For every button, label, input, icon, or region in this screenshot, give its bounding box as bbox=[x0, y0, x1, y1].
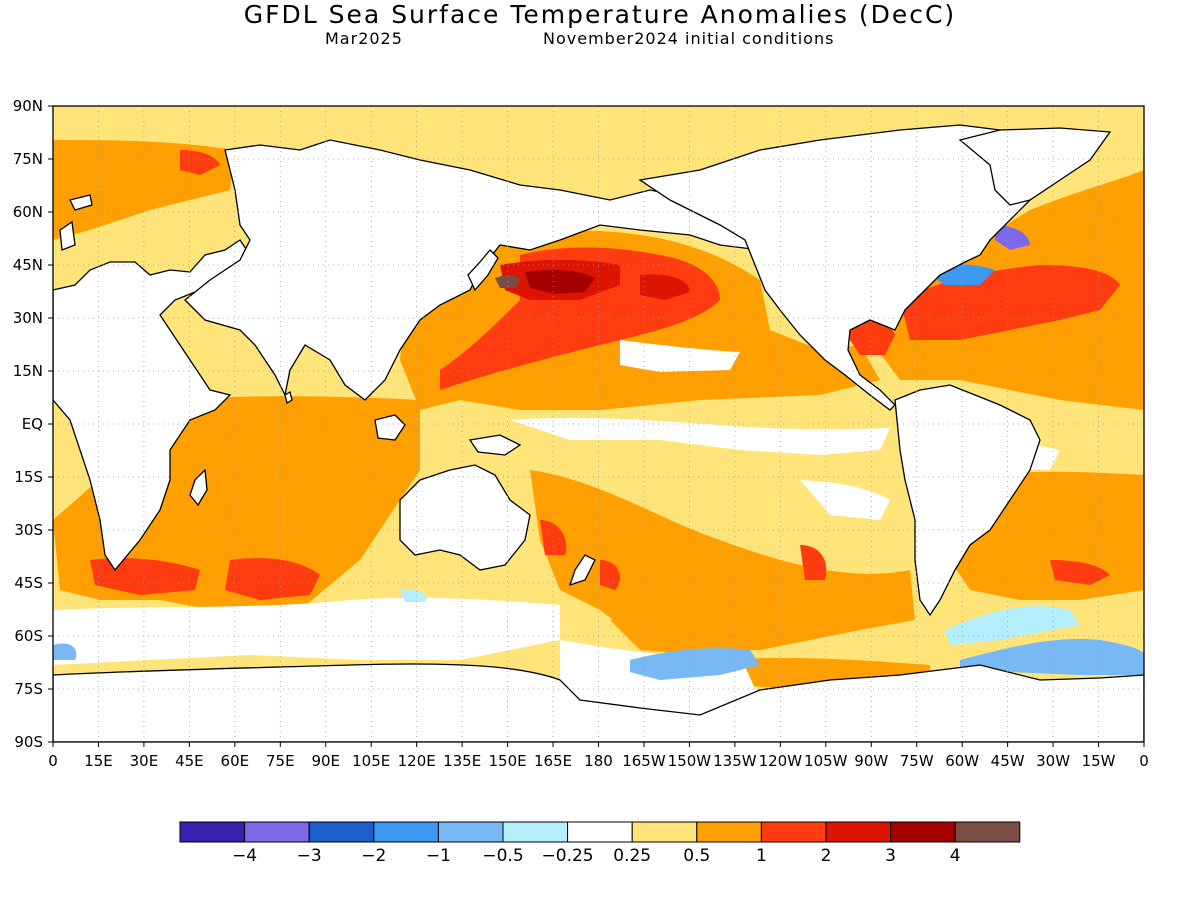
new-zealand bbox=[568, 554, 596, 587]
colorbar-swatch bbox=[954, 821, 1021, 843]
colorbar-labels: −4 −3 −2 −1 −0.5 −0.25 0.25 0.5 1 2 3 4 bbox=[232, 846, 961, 866]
antarctica bbox=[53, 663, 1144, 742]
longitude-label: 75W bbox=[900, 752, 934, 770]
map-title: GFDL Sea Surface Temperature Anomalies (… bbox=[243, 0, 957, 29]
longitude-label: 150E bbox=[489, 752, 527, 770]
colorbar-tick-label: 0.5 bbox=[683, 846, 710, 866]
colorbar-swatch bbox=[760, 821, 827, 843]
colorbar-swatch bbox=[631, 821, 698, 843]
longitude-label: 105W bbox=[804, 752, 848, 770]
longitude-label: 165W bbox=[622, 752, 666, 770]
longitude-label: 0 bbox=[48, 752, 58, 770]
colorbar-tick-label: −0.5 bbox=[482, 846, 523, 866]
latitude-label: 90S bbox=[14, 733, 43, 751]
colorbar-swatch bbox=[437, 821, 504, 843]
latitude-label: 75S bbox=[14, 680, 43, 698]
colorbar-tick-label: −0.25 bbox=[542, 846, 594, 866]
longitude-label: 30W bbox=[1036, 752, 1070, 770]
longitude-label: 90E bbox=[311, 752, 340, 770]
latitude-label: 60N bbox=[13, 203, 43, 221]
longitude-label: 30E bbox=[130, 752, 159, 770]
latitude-label: 45S bbox=[14, 574, 43, 592]
colorbar-tick-label: 4 bbox=[950, 846, 961, 866]
longitude-label: 150W bbox=[668, 752, 712, 770]
indonesia-newguinea bbox=[468, 434, 522, 456]
initial-conditions: November2024 initial conditions bbox=[543, 29, 835, 48]
iceland bbox=[69, 194, 93, 211]
longitude-label: 135W bbox=[713, 752, 757, 770]
anomaly-3-4-regions bbox=[525, 270, 595, 294]
colorbar-swatch bbox=[696, 821, 762, 843]
colorbar-tick-label: −1 bbox=[426, 846, 451, 866]
colorbar-tick-label: 0.25 bbox=[613, 846, 651, 866]
colorbar-tick-label: −2 bbox=[361, 846, 386, 866]
colorbar-tick-label: −3 bbox=[297, 846, 322, 866]
japan bbox=[467, 249, 499, 292]
longitude-label: 165E bbox=[534, 752, 572, 770]
latitude-label: EQ bbox=[22, 415, 43, 433]
colorbar-tick-label: 1 bbox=[756, 846, 767, 866]
longitude-label: 105E bbox=[352, 752, 390, 770]
latitude-label: 30N bbox=[13, 309, 43, 327]
longitude-label: 120W bbox=[759, 752, 803, 770]
latitude-label: 45N bbox=[13, 256, 43, 274]
africa-europe bbox=[53, 239, 251, 572]
longitude-label: 45W bbox=[991, 752, 1025, 770]
longitude-label: 60E bbox=[221, 752, 250, 770]
longitude-label: 15E bbox=[84, 752, 113, 770]
colorbar-tick-label: 2 bbox=[821, 846, 832, 866]
sri-lanka bbox=[284, 390, 293, 405]
latitude-label: 60S bbox=[14, 627, 43, 645]
land-masses bbox=[53, 124, 1144, 742]
australia bbox=[399, 464, 531, 571]
latitude-label: 15S bbox=[14, 468, 43, 486]
colorbar-swatch bbox=[179, 821, 246, 843]
longitude-labels: 0 15E 30E 45E 60E 75E 90E 105E 120E 135E 150E 165E 1… bbox=[48, 742, 1149, 770]
colorbar-swatch bbox=[373, 821, 439, 843]
greenland bbox=[958, 127, 1112, 206]
south-america bbox=[894, 384, 1041, 617]
longitude-label: 60W bbox=[945, 752, 979, 770]
latitude-labels: 90N 75N 60N 45N 30N 15N EQ 15S 30S 45S 60S 75S 90S bbox=[13, 97, 53, 751]
colorbar bbox=[179, 821, 1021, 843]
graticule bbox=[53, 106, 1144, 742]
latitude-label: 90N bbox=[13, 97, 43, 115]
colorbar-swatch bbox=[890, 821, 956, 843]
indonesia-borneo bbox=[374, 414, 406, 441]
longitude-label: 90W bbox=[854, 752, 888, 770]
colorbar-tick-label: 3 bbox=[885, 846, 896, 866]
colorbar-swatch bbox=[502, 821, 569, 843]
longitude-label: 75E bbox=[266, 752, 295, 770]
longitude-label: 120E bbox=[398, 752, 436, 770]
latitude-label: 75N bbox=[13, 150, 43, 168]
latitude-label: 30S bbox=[14, 521, 43, 539]
longitude-label: 135E bbox=[443, 752, 481, 770]
longitude-label: 45E bbox=[175, 752, 204, 770]
colorbar-swatch bbox=[244, 821, 310, 843]
latitude-label: 15N bbox=[13, 362, 43, 380]
madagascar bbox=[189, 468, 208, 507]
colorbar-swatch bbox=[825, 821, 892, 843]
colorbar-swatch bbox=[567, 821, 633, 843]
longitude-label: 180 bbox=[584, 752, 613, 770]
longitude-label: 0 bbox=[1139, 752, 1149, 770]
colorbar-tick-label: −4 bbox=[232, 846, 257, 866]
forecast-month: Mar2025 bbox=[325, 29, 403, 48]
uk bbox=[59, 220, 76, 251]
colorbar-swatch bbox=[308, 821, 375, 843]
longitude-label: 15W bbox=[1082, 752, 1116, 770]
